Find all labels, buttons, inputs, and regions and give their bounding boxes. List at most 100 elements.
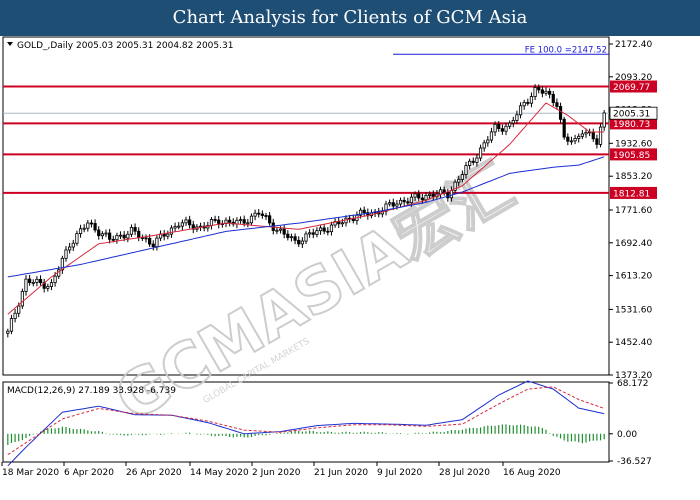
candle-body bbox=[275, 229, 279, 232]
candle-body bbox=[555, 102, 559, 107]
candle-body bbox=[518, 105, 523, 116]
candle-body bbox=[508, 122, 512, 127]
macd-tick-label: 68.172 bbox=[617, 379, 649, 389]
candle-body bbox=[551, 93, 555, 104]
candle-body bbox=[533, 87, 537, 97]
date-tick-label: 18 Mar 2020 bbox=[2, 468, 59, 478]
candle-body bbox=[115, 235, 119, 241]
candle-body bbox=[82, 227, 86, 230]
candle-body bbox=[431, 193, 435, 197]
candle-body bbox=[293, 236, 297, 241]
candle-body bbox=[362, 209, 366, 214]
candle-body bbox=[566, 136, 570, 142]
candle-body bbox=[126, 233, 130, 239]
candle-body bbox=[46, 286, 50, 289]
date-tick-label: 2 Jun 2020 bbox=[252, 468, 301, 478]
level-label: 1980.73 bbox=[613, 120, 650, 130]
price-tick-label: 1613.20 bbox=[615, 272, 652, 282]
candle-body bbox=[177, 225, 181, 228]
candle-body bbox=[340, 222, 344, 225]
candle-body bbox=[395, 203, 399, 207]
candle-body bbox=[64, 249, 68, 259]
candle-body bbox=[438, 189, 443, 195]
candle-body bbox=[228, 219, 232, 223]
candle-body bbox=[497, 123, 501, 130]
candle-body bbox=[493, 123, 497, 133]
candle-body bbox=[35, 278, 39, 283]
macd-label: MACD(12,26,9) 27.189 33.928 -6.739 bbox=[7, 386, 176, 396]
candle-body bbox=[308, 232, 312, 235]
candle-body bbox=[24, 278, 28, 292]
candle-body bbox=[17, 305, 21, 314]
candle-body bbox=[86, 222, 90, 229]
candle-body bbox=[475, 157, 479, 163]
candle-body bbox=[20, 291, 24, 307]
candle-body bbox=[304, 233, 308, 242]
candle-body bbox=[595, 138, 599, 145]
level-label: 1905.85 bbox=[613, 151, 650, 161]
candle-body bbox=[544, 90, 548, 94]
candle-body bbox=[6, 330, 10, 334]
candle-body bbox=[511, 120, 515, 124]
candle-body bbox=[318, 227, 323, 232]
candle-body bbox=[155, 237, 159, 248]
candle-body bbox=[391, 202, 395, 207]
candle-body bbox=[162, 233, 166, 237]
candle-body bbox=[286, 233, 290, 239]
candle-body bbox=[282, 228, 286, 235]
candle-body bbox=[38, 278, 43, 284]
candle-body bbox=[420, 197, 424, 201]
candle-body bbox=[180, 222, 184, 227]
candle-body bbox=[446, 192, 450, 199]
candle-body bbox=[257, 212, 261, 215]
candle-body bbox=[144, 237, 148, 240]
candle-body bbox=[580, 133, 584, 137]
level-label-box bbox=[610, 117, 657, 130]
candle-body bbox=[460, 174, 464, 180]
candle-body bbox=[329, 224, 334, 233]
candle-body bbox=[515, 114, 519, 121]
candle-body bbox=[246, 222, 250, 225]
candle-body bbox=[569, 140, 574, 143]
price-tick-label: 1853.20 bbox=[615, 172, 652, 182]
candle-body bbox=[78, 228, 83, 234]
level-label-box bbox=[610, 148, 657, 161]
candle-body bbox=[489, 131, 494, 141]
candle-body bbox=[151, 243, 155, 248]
candle-body bbox=[264, 215, 268, 217]
candle-body bbox=[31, 281, 35, 284]
candle-body bbox=[486, 139, 490, 144]
candle-body bbox=[249, 215, 254, 224]
symbol-dropdown-icon bbox=[7, 42, 13, 46]
candle-body bbox=[97, 229, 101, 237]
candle-body bbox=[253, 212, 257, 217]
candle-body bbox=[537, 87, 541, 91]
candle-body bbox=[417, 193, 421, 199]
chart-banner-title: Chart Analysis for Clients of GCM Asia bbox=[0, 0, 700, 36]
candle-body bbox=[424, 195, 428, 201]
level-label-box bbox=[610, 186, 657, 199]
candle-body bbox=[53, 275, 57, 284]
moving-average-slow bbox=[7, 156, 605, 278]
candle-body bbox=[322, 227, 326, 232]
candle-body bbox=[133, 227, 137, 232]
candle-body bbox=[526, 102, 530, 104]
date-tick-label: 9 Jul 2020 bbox=[377, 468, 422, 478]
candle-body bbox=[148, 237, 152, 245]
candle-body bbox=[122, 234, 126, 239]
candle-body bbox=[184, 219, 188, 224]
candle-body bbox=[388, 202, 392, 205]
candle-body bbox=[300, 240, 304, 245]
candle-body bbox=[558, 106, 563, 120]
candle-body bbox=[315, 230, 319, 235]
candle-body bbox=[398, 199, 403, 205]
candle-body bbox=[326, 230, 330, 233]
candle-body bbox=[471, 160, 475, 163]
candle-body bbox=[173, 226, 177, 229]
price-tick-label: 1692.40 bbox=[615, 239, 652, 249]
price-tick-label: 1932.60 bbox=[615, 139, 652, 149]
candle-body bbox=[478, 147, 483, 159]
candle-body bbox=[358, 209, 363, 216]
candle-body bbox=[409, 196, 414, 204]
